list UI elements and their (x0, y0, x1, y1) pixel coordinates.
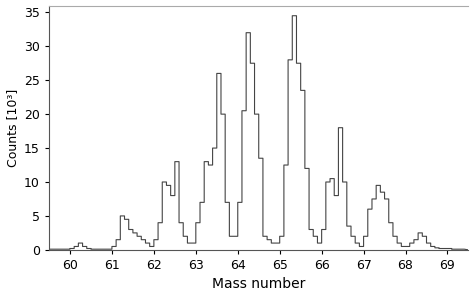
Y-axis label: Counts [10³]: Counts [10³] (6, 89, 18, 167)
X-axis label: Mass number: Mass number (212, 277, 305, 291)
